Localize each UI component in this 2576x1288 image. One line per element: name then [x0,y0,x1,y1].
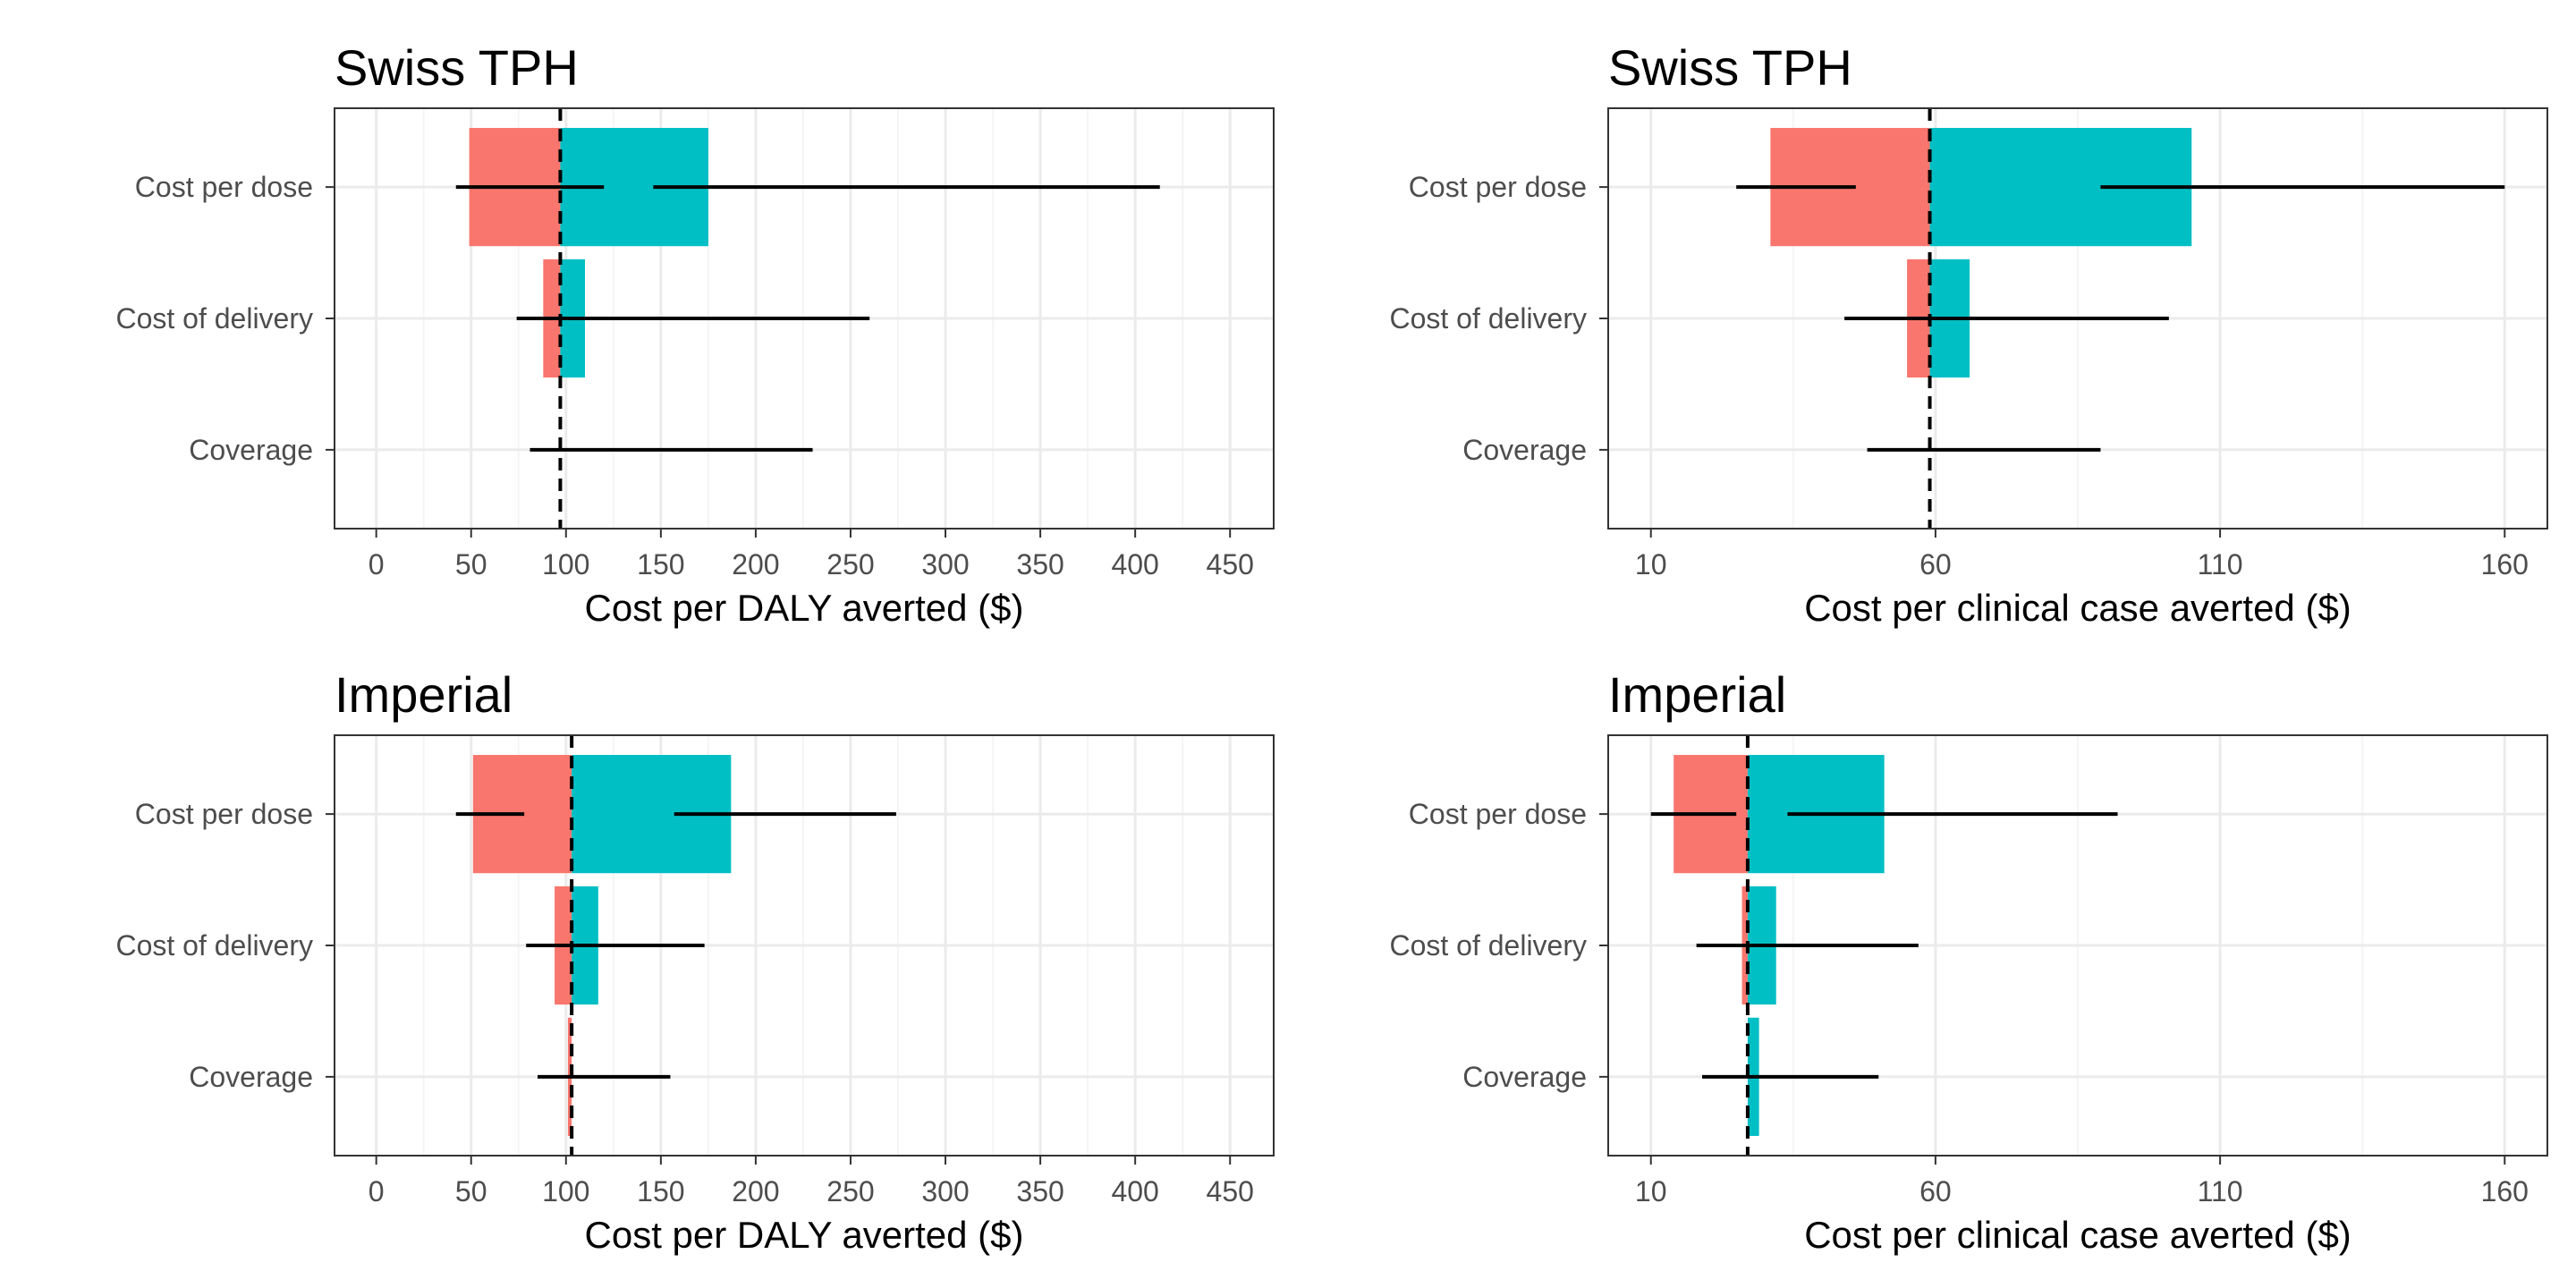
x-axis-title: Cost per DALY averted ($) [585,1214,1024,1256]
x-tick-label: 110 [2198,1175,2243,1208]
x-tick-label: 350 [1016,1175,1063,1208]
category-label: Cost per dose [1409,171,1587,203]
x-axis-title: Cost per clinical case averted ($) [1804,587,2351,629]
x-tick-label: 300 [921,548,969,580]
x-tick-label: 350 [1016,548,1063,580]
category-label: Coverage [1462,1061,1587,1093]
x-tick-label: 450 [1207,548,1254,580]
panel-4: Cost per dose Cost of delivery Coverage 10 6… [1389,666,2548,1256]
x-tick-label: 0 [369,1175,385,1208]
panel-title: Imperial [335,666,513,723]
category-label: Cost per dose [135,171,313,203]
x-tick-label: 160 [2481,548,2529,580]
x-tick-label: 50 [455,548,487,580]
x-tick-label: 100 [542,548,589,580]
x-tick-label: 250 [826,548,874,580]
x-tick-label: 400 [1111,548,1158,580]
category-label: Cost of delivery [1389,302,1587,335]
x-tick-label: 0 [369,548,385,580]
x-axis-title: Cost per DALY averted ($) [585,587,1024,629]
x-tick-label: 150 [637,548,684,580]
panel-title: Swiss TPH [335,39,579,96]
category-label: Coverage [189,1061,313,1093]
x-tick-label: 200 [732,1175,779,1208]
category-label: Cost of delivery [115,302,313,335]
x-tick-label: 10 [1635,1175,1667,1208]
category-label: Cost per dose [135,798,313,830]
panel-1: Cost per dose Cost of delivery Coverage 0 50… [115,39,1275,629]
category-label: Coverage [1462,434,1587,466]
panel-3: Cost per dose Cost of delivery Coverage 0 50… [115,666,1275,1256]
x-tick-label: 110 [2198,548,2243,580]
x-tick-label: 100 [542,1175,589,1208]
x-tick-label: 200 [732,548,779,580]
x-tick-label: 10 [1635,548,1667,580]
x-tick-label: 250 [826,1175,874,1208]
category-label: Cost per dose [1409,798,1587,830]
x-tick-label: 60 [1919,548,1952,580]
x-tick-label: 150 [637,1175,684,1208]
x-tick-label: 50 [455,1175,487,1208]
x-tick-label: 400 [1111,1175,1158,1208]
panel-title: Swiss TPH [1608,39,1852,96]
category-label: Coverage [189,434,313,466]
x-tick-label: 450 [1207,1175,1254,1208]
category-label: Cost of delivery [1389,929,1587,962]
x-axis-title: Cost per clinical case averted ($) [1804,1214,2351,1256]
category-label: Cost of delivery [115,929,313,962]
panel-title: Imperial [1608,666,1786,723]
x-tick-label: 300 [921,1175,969,1208]
x-tick-label: 160 [2481,1175,2529,1208]
panel-2: Cost per dose Cost of delivery Coverage 10 6… [1389,39,2548,629]
x-tick-label: 60 [1919,1175,1952,1208]
